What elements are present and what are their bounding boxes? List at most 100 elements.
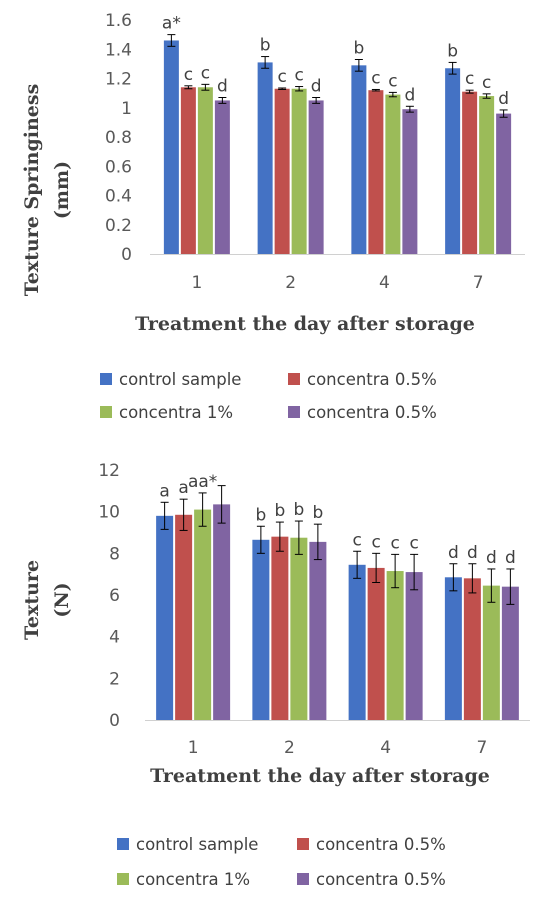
legend: control sample concentra 0.5% concentra 1%… [100, 370, 437, 422]
x-axis-title: Treatment the day after storage [135, 313, 475, 335]
bar [180, 87, 196, 255]
bar [444, 577, 462, 720]
bar [274, 88, 290, 254]
bar [463, 578, 481, 720]
y-tick-label: 0.4 [105, 187, 132, 207]
y-tick-label: 1 [121, 99, 132, 119]
legend-swatch [288, 406, 300, 418]
y-tick-label: 1.2 [105, 70, 132, 90]
springiness-chart: Texture Springiness (mm) 0 0.2 0.4 0.6 0.8 1 1… [21, 11, 525, 422]
data-label: c [201, 63, 210, 83]
data-label: c [294, 66, 303, 86]
bar [197, 87, 213, 255]
y-tick-label: 4 [109, 628, 120, 648]
bar [496, 113, 512, 254]
bar [386, 571, 404, 720]
data-label: d [217, 77, 228, 97]
data-label: a [159, 481, 169, 501]
y-tick-label: 0 [121, 245, 132, 265]
y-tick-label: 1.6 [105, 11, 132, 31]
data-label: c [184, 65, 193, 85]
y-tick-label: 0.6 [105, 157, 132, 177]
data-label: d [486, 548, 497, 568]
bar [309, 541, 327, 720]
y-tick-label: 10 [98, 503, 120, 523]
data-label: a [178, 478, 188, 498]
bar [214, 100, 230, 254]
bar [348, 564, 366, 720]
data-label: b [447, 41, 458, 61]
legend-swatch [297, 873, 309, 885]
bar [156, 515, 174, 720]
bar [482, 585, 500, 720]
bar [213, 504, 231, 720]
data-label: c [390, 533, 399, 553]
data-label: d [311, 77, 322, 97]
legend-label: concentra 1% [136, 870, 250, 889]
bar [479, 96, 495, 254]
bar [405, 572, 423, 720]
y-tick-label: 12 [98, 461, 120, 481]
legend-swatch [117, 838, 129, 850]
data-label: c [409, 533, 418, 553]
data-label: d [505, 548, 516, 568]
y-axis-title: Texture Springiness (mm) [21, 84, 73, 297]
data-label: a* [162, 14, 181, 34]
bar [271, 536, 289, 720]
y-tick-label: 0.8 [105, 128, 132, 148]
y-tick-label: 0.2 [105, 216, 132, 236]
data-label: b [260, 36, 271, 56]
legend-label: concentra 0.5% [307, 370, 437, 389]
y-axis-title-line-1: Texture [21, 560, 43, 640]
x-tick-label: 1 [188, 738, 199, 758]
bar [163, 40, 179, 254]
data-label: b [353, 38, 364, 58]
bar [291, 88, 307, 254]
legend-label: control sample [119, 370, 241, 389]
legend-swatch [297, 838, 309, 850]
data-label: d [448, 543, 459, 563]
data-label: d [498, 89, 509, 109]
data-label: b [274, 501, 285, 521]
data-label: c [465, 69, 474, 89]
data-label: c [388, 71, 397, 91]
y-axis-title-line-2: (mm) [51, 161, 73, 219]
y-axis-title: Texture (N) [21, 560, 73, 640]
bar [445, 68, 461, 254]
data-label: b [255, 505, 266, 525]
legend-swatch [288, 373, 300, 385]
data-label: aa* [188, 472, 217, 492]
data-label: c [277, 67, 286, 87]
bar [257, 62, 273, 254]
data-label: c [482, 73, 491, 93]
x-tick-label: 2 [284, 738, 295, 758]
bar [501, 586, 519, 720]
legend-label: concentra 0.5% [316, 835, 446, 854]
legend-swatch [100, 373, 112, 385]
data-label: d [467, 543, 478, 563]
legend-label: concentra 1% [119, 403, 233, 422]
bar [194, 509, 212, 720]
x-tick-label: 4 [379, 273, 390, 293]
y-tick-label: 8 [109, 544, 120, 564]
x-tick-label: 4 [380, 738, 391, 758]
legend-label: concentra 0.5% [307, 403, 437, 422]
data-label: c [371, 532, 380, 552]
y-axis-title-line-2: (N) [51, 582, 73, 617]
x-tick-label: 7 [476, 738, 487, 758]
bar [402, 109, 418, 255]
bar [351, 65, 367, 255]
data-label: b [312, 503, 323, 523]
data-label: c [352, 530, 361, 550]
data-label: b [293, 500, 304, 520]
data-label: c [371, 68, 380, 88]
bar [175, 514, 193, 720]
y-axis-title-line-1: Texture Springiness [21, 84, 43, 297]
legend-label: control sample [136, 835, 258, 854]
data-label: d [404, 85, 415, 105]
x-axis-title: Treatment the day after storage [150, 765, 490, 787]
bar [462, 91, 478, 254]
